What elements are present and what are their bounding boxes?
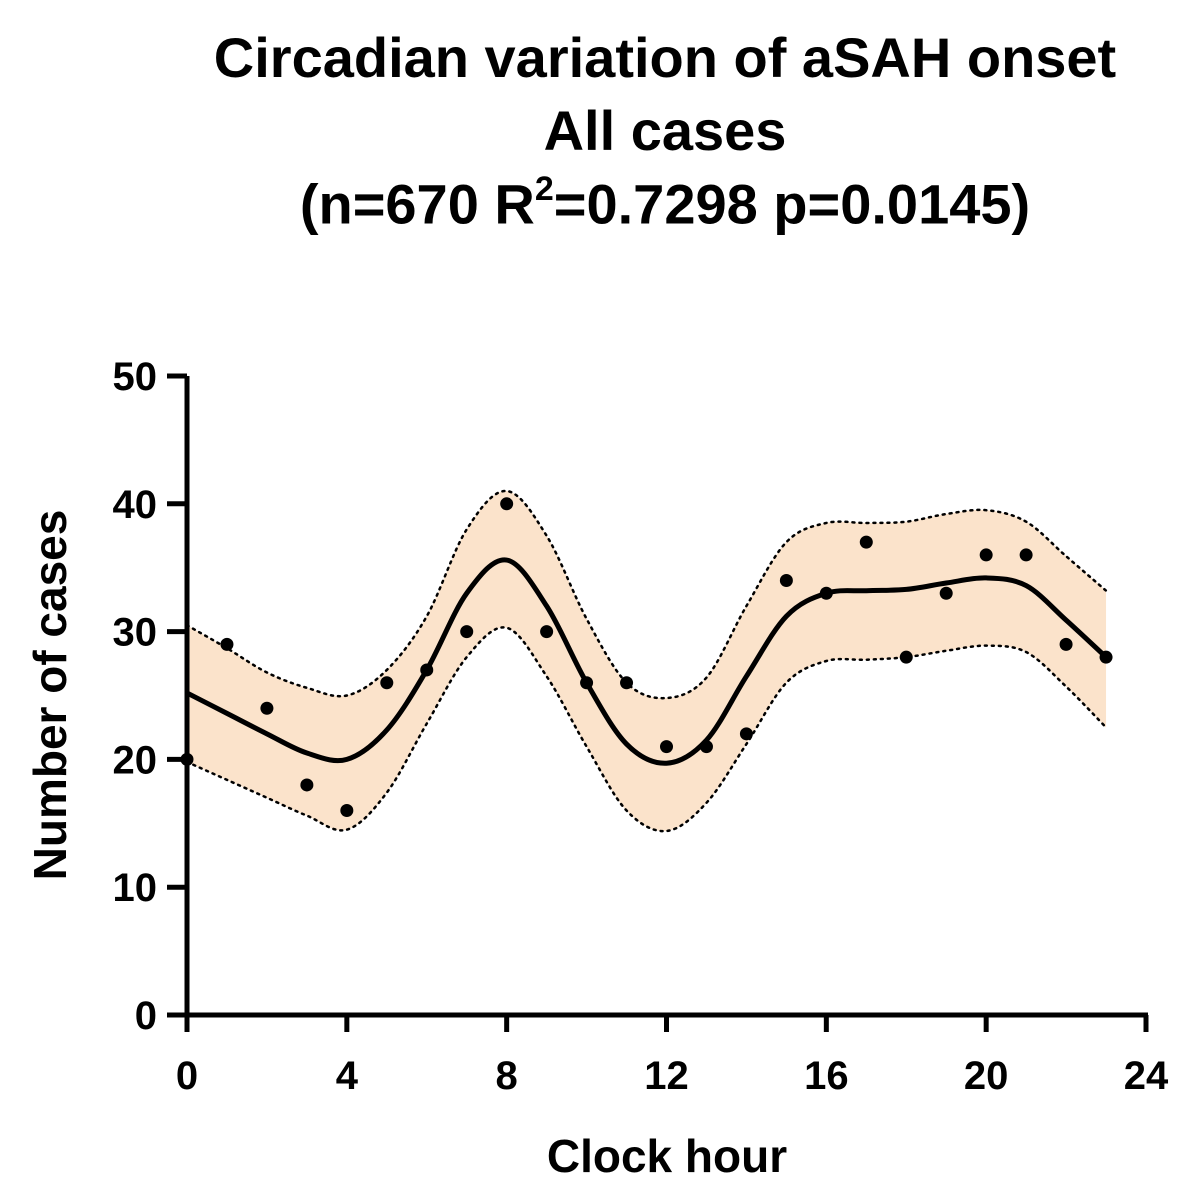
lower-confidence-line — [185, 626, 1108, 833]
data-point — [899, 650, 913, 664]
data-point — [1099, 650, 1113, 664]
confidence-band-layer — [185, 489, 1108, 833]
data-point — [620, 676, 634, 690]
data-point — [1019, 548, 1033, 562]
data-points-layer — [180, 497, 1113, 818]
y-axis-label: Number of cases — [24, 510, 76, 881]
chart-stats-line: (n=670 R2=0.7298 p=0.0145) — [65, 172, 1200, 236]
x-tick-label: 16 — [804, 1054, 849, 1098]
y-tick-label: 40 — [113, 483, 158, 527]
y-tick-label: 30 — [113, 611, 158, 655]
chart-subtitle: All cases — [543, 99, 787, 162]
stats-superscript: 2 — [534, 170, 554, 208]
x-tick-label: 0 — [176, 1054, 198, 1098]
x-axis-label: Clock hour — [547, 1130, 787, 1182]
x-tick-label: 24 — [1124, 1054, 1169, 1098]
data-point — [859, 535, 873, 549]
fit-curve — [185, 557, 1108, 766]
data-point — [380, 676, 394, 690]
upper-confidence-line — [185, 489, 1108, 700]
data-point — [939, 586, 953, 600]
stats-prefix: (n=670 R — [299, 172, 535, 236]
data-point — [500, 497, 514, 511]
stats-suffix: =0.7298 p=0.0145) — [553, 172, 1031, 236]
x-tick-label: 8 — [496, 1054, 518, 1098]
fit-curve-layer — [185, 557, 1108, 766]
y-tick-label: 20 — [113, 738, 158, 782]
data-point — [819, 586, 833, 600]
data-point — [739, 727, 753, 741]
data-point — [1059, 637, 1073, 651]
axes-layer: 0 4 8 12 16 20 24 0 10 20 30 40 50 — [113, 355, 1169, 1098]
x-tick-label: 20 — [964, 1054, 1009, 1098]
x-tick-label: 12 — [644, 1054, 689, 1098]
data-point — [779, 573, 793, 587]
y-tick-label: 0 — [135, 994, 157, 1038]
data-point — [340, 804, 354, 818]
chart-title: Circadian variation of aSAH onset — [213, 26, 1117, 89]
data-point — [260, 701, 274, 715]
data-point — [180, 752, 194, 766]
data-point — [540, 625, 554, 639]
data-point — [979, 548, 993, 562]
data-point — [220, 637, 234, 651]
data-point — [420, 663, 434, 677]
y-tick-label: 50 — [113, 355, 158, 399]
data-point — [699, 740, 713, 754]
data-point — [460, 625, 474, 639]
y-tick-label: 10 — [113, 866, 158, 910]
data-point — [580, 676, 594, 690]
x-tick-label: 4 — [336, 1054, 359, 1098]
confidence-band-fill — [187, 490, 1107, 832]
data-point — [300, 778, 314, 792]
data-point — [660, 740, 673, 754]
